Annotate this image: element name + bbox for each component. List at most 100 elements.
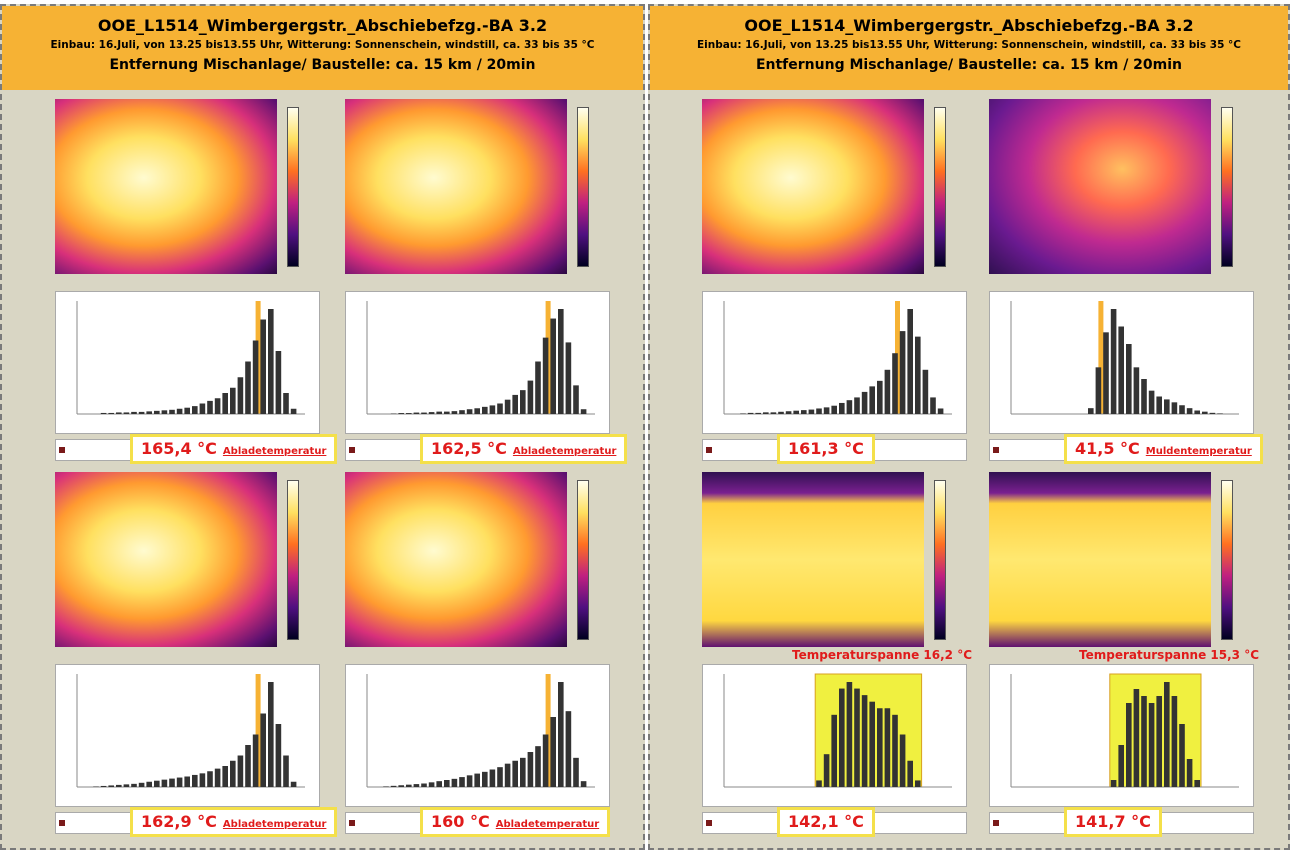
temperature-label: Muldentemperatur bbox=[1145, 446, 1252, 457]
marker-line bbox=[255, 674, 261, 787]
histogram-bar bbox=[466, 775, 473, 787]
histogram-bar bbox=[184, 407, 190, 414]
histogram-bar bbox=[846, 682, 853, 787]
legend-swatch bbox=[706, 447, 712, 453]
histogram-bar bbox=[138, 782, 145, 787]
histogram bbox=[723, 301, 952, 415]
histogram-bar bbox=[131, 411, 137, 414]
histogram-bar bbox=[398, 785, 404, 787]
histogram-bar bbox=[1126, 344, 1132, 414]
temperature-value: 160 °C bbox=[431, 812, 490, 831]
histogram-bar bbox=[1171, 402, 1178, 414]
histogram-bar bbox=[1103, 332, 1109, 414]
histogram-bar bbox=[565, 342, 572, 414]
histogram-bar bbox=[413, 412, 420, 414]
histogram-bar bbox=[93, 786, 99, 787]
histogram bbox=[76, 674, 305, 788]
histogram-bar bbox=[252, 734, 259, 787]
histogram-bar bbox=[580, 781, 587, 787]
histogram-bar bbox=[459, 410, 465, 414]
histogram-bar bbox=[398, 413, 404, 414]
legend-swatch bbox=[993, 447, 999, 453]
panel-header: OOE_L1514_Wimbergergstr._Abschiebefzg.-B… bbox=[2, 6, 643, 90]
histogram-bar bbox=[252, 340, 259, 414]
histogram-bar bbox=[740, 413, 746, 414]
histogram-bar bbox=[482, 406, 488, 414]
histogram-bar bbox=[861, 695, 868, 787]
histogram-bar bbox=[747, 412, 754, 414]
histogram-bar bbox=[846, 400, 853, 414]
histogram-bar bbox=[877, 708, 883, 787]
histogram-bar bbox=[861, 391, 868, 414]
temperature-label: Abladetemperatur bbox=[222, 446, 327, 457]
panel: OOE_L1514_Wimbergergstr._Abschiebefzg.-B… bbox=[648, 4, 1290, 850]
temperature-span: Temperaturspanne 16,2 °C bbox=[792, 648, 972, 662]
histogram-bar bbox=[283, 755, 289, 787]
histogram-bar bbox=[1171, 696, 1178, 787]
histogram-bar bbox=[1202, 411, 1208, 414]
histogram-bar bbox=[915, 780, 921, 787]
color-scale bbox=[287, 480, 299, 640]
histogram-bar bbox=[290, 781, 297, 787]
color-scale bbox=[287, 107, 299, 267]
header-line: Entfernung Mischanlage/ Baustelle: ca. 1… bbox=[109, 57, 536, 73]
histogram-bar bbox=[116, 784, 122, 787]
histogram-bar bbox=[169, 778, 175, 787]
histogram-bar bbox=[831, 714, 837, 787]
histogram-bar bbox=[489, 769, 496, 787]
histogram-bar bbox=[512, 394, 518, 414]
histogram-bar bbox=[816, 780, 822, 787]
marker-line bbox=[545, 674, 551, 787]
histogram-bar bbox=[451, 411, 458, 414]
temperature-value: 162,9 °C bbox=[141, 812, 217, 831]
thermal-image bbox=[345, 472, 567, 647]
header-line: Einbau: 16.Juli, von 13.25 bis13.55 Uhr,… bbox=[697, 39, 1241, 51]
value-box: 142,1 °C bbox=[777, 807, 875, 837]
histogram-bar bbox=[1088, 408, 1094, 414]
histogram-bar bbox=[406, 413, 412, 414]
thermal-image bbox=[55, 99, 277, 274]
header-line: OOE_L1514_Wimbergergstr._Abschiebefzg.-B… bbox=[97, 16, 548, 35]
histogram-bar bbox=[1164, 682, 1170, 787]
histogram-bar bbox=[1110, 780, 1117, 787]
histogram bbox=[76, 301, 305, 415]
histogram-bar bbox=[1156, 696, 1162, 787]
histogram-bar bbox=[138, 411, 145, 414]
histogram-bar bbox=[161, 410, 168, 414]
histogram-bar bbox=[915, 336, 921, 414]
histogram-bar bbox=[230, 760, 236, 787]
histogram-bar bbox=[192, 406, 198, 414]
histogram-bar bbox=[176, 777, 183, 787]
histogram-bar bbox=[275, 351, 282, 414]
temperature-value: 142,1 °C bbox=[788, 812, 864, 831]
histogram-bar bbox=[1179, 724, 1185, 787]
histogram bbox=[723, 673, 952, 788]
histogram bbox=[366, 674, 595, 788]
histogram-bar bbox=[892, 714, 898, 787]
histogram-bar bbox=[1118, 745, 1124, 787]
histogram-bar bbox=[907, 760, 913, 787]
histogram-bar bbox=[520, 390, 526, 414]
value-box: 162,9 °C Abladetemperatur bbox=[130, 807, 338, 837]
histogram-bar bbox=[444, 780, 450, 787]
histogram-bar bbox=[275, 724, 282, 787]
thermal-image bbox=[702, 472, 924, 647]
histogram-bar bbox=[108, 785, 114, 787]
histogram-bar bbox=[937, 408, 944, 414]
temperature-value: 162,5 °C bbox=[431, 439, 507, 458]
histogram-bar bbox=[116, 412, 122, 414]
legend-swatch bbox=[349, 447, 355, 453]
histogram-bar bbox=[899, 331, 906, 414]
histogram-bar bbox=[123, 412, 130, 414]
histogram-bar bbox=[892, 353, 898, 414]
histogram-bar bbox=[413, 784, 420, 787]
histogram-bar bbox=[245, 745, 251, 787]
histogram-bar bbox=[877, 380, 883, 414]
value-box: 41,5 °C Muldentemperatur bbox=[1064, 434, 1263, 464]
histogram-bar bbox=[390, 785, 397, 787]
histogram-bar bbox=[176, 408, 183, 414]
legend-swatch bbox=[59, 447, 65, 453]
temperature-label: Abladetemperatur bbox=[495, 819, 600, 830]
histogram-bar bbox=[207, 400, 213, 414]
